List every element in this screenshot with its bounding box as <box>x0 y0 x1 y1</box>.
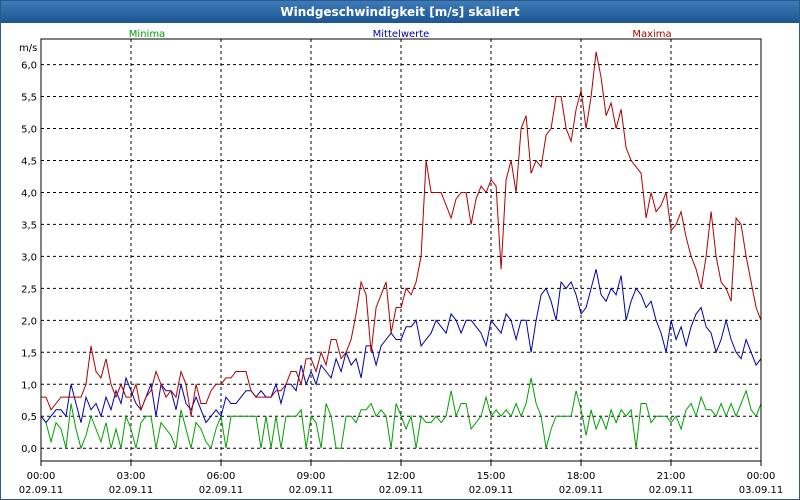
x-tick-time: 03:00 <box>117 471 146 482</box>
x-tick-time: 00:00 <box>27 471 56 482</box>
x-tick-date: 02.09.11 <box>199 485 244 496</box>
x-tick-date: 02.09.11 <box>379 485 424 496</box>
y-tick-label: 2,5 <box>21 284 37 295</box>
grid-lines <box>41 39 761 461</box>
x-tick-date: 03.09.11 <box>739 485 784 496</box>
x-tick-time: 18:00 <box>567 471 596 482</box>
x-tick-date: 02.09.11 <box>109 485 154 496</box>
y-tick-label: 4,5 <box>21 156 37 167</box>
x-tick-time: 00:00 <box>747 471 776 482</box>
legend-mittelwerte: Mittelwerte <box>373 29 430 40</box>
y-tick-label: 4,0 <box>21 188 37 199</box>
x-tick-date: 02.09.11 <box>469 485 514 496</box>
x-axis-ticks: 00:00 02.09.11 03:00 02.09.11 06:00 02.09.11 0… <box>19 461 784 496</box>
y-tick-label: 2,0 <box>21 316 37 327</box>
x-tick-time: 12:00 <box>387 471 416 482</box>
legend-minima: Minima <box>129 29 165 40</box>
x-tick-date: 02.09.11 <box>649 485 694 496</box>
y-tick-label: 1,0 <box>21 380 37 391</box>
y-tick-label: 0,5 <box>21 412 37 423</box>
plot-frame <box>40 38 762 462</box>
y-tick-label: 5,5 <box>21 93 37 104</box>
y-tick-label: 5,0 <box>21 125 37 136</box>
y-axis-ticks: 0,0 0,5 1,0 1,5 2,0 2,5 3,0 3,5 4,0 4,5 5,0 5,5 6,0 <box>21 61 37 456</box>
x-tick-time: 06:00 <box>207 471 236 482</box>
x-tick-date: 02.09.11 <box>559 485 604 496</box>
x-tick-date: 02.09.11 <box>289 485 334 496</box>
x-tick-time: 15:00 <box>477 471 506 482</box>
legend-maxima: Maxima <box>632 29 671 40</box>
x-tick-date: 02.09.11 <box>19 485 64 496</box>
y-axis-label: m/s <box>19 43 37 54</box>
window-title: Windgeschwindigkeit [m/s] skaliert <box>1 1 799 23</box>
y-tick-label: 6,0 <box>21 61 37 72</box>
x-tick-time: 09:00 <box>297 471 326 482</box>
y-tick-label: 3,0 <box>21 252 37 263</box>
x-tick-time: 21:00 <box>657 471 686 482</box>
y-tick-label: 1,5 <box>21 348 37 359</box>
line-chart: m/s Minima Mittelwerte Maxima 0,0 0,5 1,0 1… <box>19 29 784 496</box>
y-tick-label: 3,5 <box>21 220 37 231</box>
y-tick-label: 0,0 <box>21 444 37 455</box>
